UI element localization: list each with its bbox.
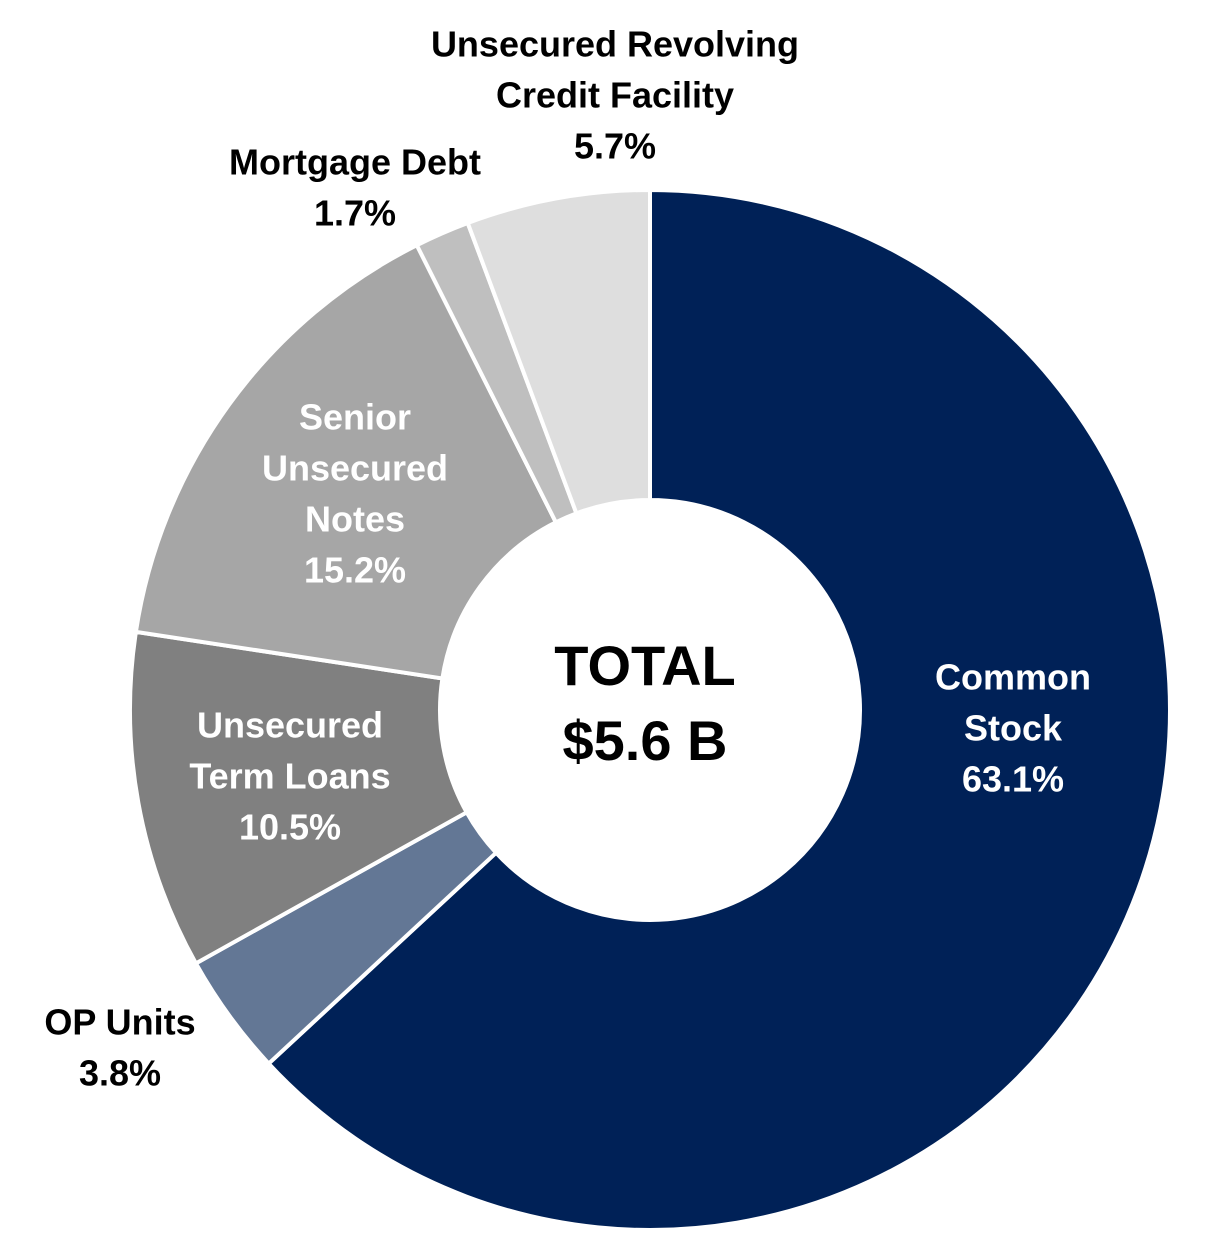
slice-value-label: 15.2% bbox=[304, 550, 406, 591]
slice-label: Senior bbox=[299, 397, 411, 438]
center-total-label: TOTAL bbox=[554, 634, 735, 697]
center-total-value: $5.6 B bbox=[563, 709, 728, 772]
slice-value-label: 10.5% bbox=[239, 807, 341, 848]
donut-slice bbox=[133, 242, 559, 681]
slice-label: Mortgage Debt bbox=[229, 142, 481, 183]
slice-value-label: 3.8% bbox=[79, 1053, 161, 1094]
slice-label: OP Units bbox=[44, 1002, 195, 1043]
slice-label: Common bbox=[935, 657, 1091, 698]
slice-label: Unsecured bbox=[262, 448, 448, 489]
slice-label: Term Loans bbox=[189, 756, 390, 797]
slice-value-label: 1.7% bbox=[314, 193, 396, 234]
slice-value-label: 63.1% bbox=[962, 759, 1064, 800]
donut-slice bbox=[128, 629, 470, 967]
donut-slice bbox=[265, 187, 1172, 1232]
donut-slice bbox=[465, 187, 652, 516]
slice-label: Unsecured bbox=[197, 705, 383, 746]
slice-value-label: 5.7% bbox=[574, 126, 656, 167]
slice-label: Unsecured Revolving bbox=[431, 24, 799, 65]
slice-label: Notes bbox=[305, 499, 405, 540]
slice-label: Stock bbox=[964, 708, 1063, 749]
slice-label: Credit Facility bbox=[496, 75, 734, 116]
